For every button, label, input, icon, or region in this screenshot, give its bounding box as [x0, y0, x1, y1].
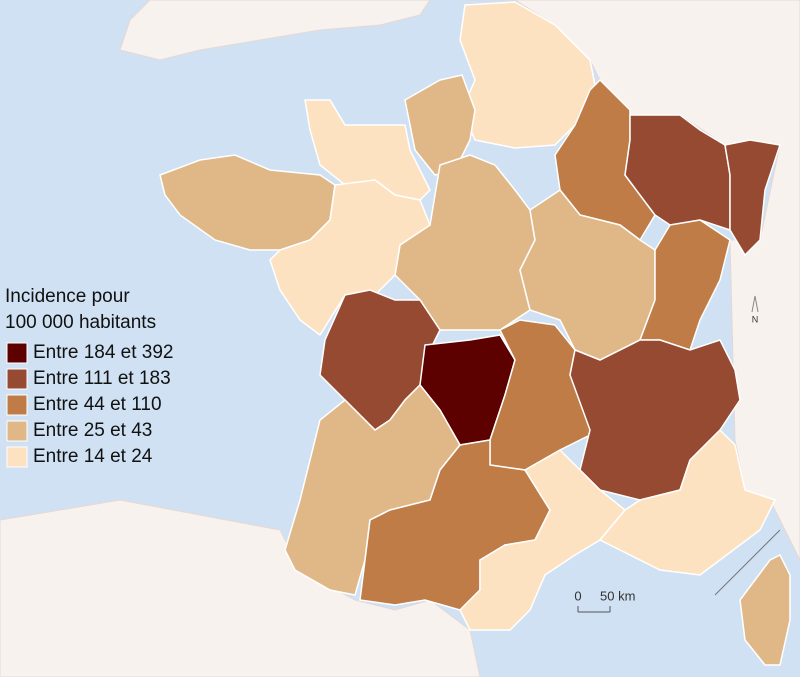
legend-title: Incidence pour	[5, 286, 130, 307]
scale-distance: 50 km	[600, 588, 635, 603]
legend-title: 100 000 habitants	[5, 312, 156, 333]
region	[404, 74, 476, 176]
legend-swatch	[6, 420, 28, 442]
legend-swatch	[6, 446, 28, 468]
legend-swatch	[6, 368, 28, 390]
legend-label: Entre 111 et 183	[33, 368, 171, 389]
region	[459, 1, 596, 149]
north-label: N	[752, 314, 759, 324]
legend-swatch	[6, 342, 28, 364]
uk-land	[119, 0, 431, 61]
legend: Incidence pour 100 000 habitants Entre 184…	[5, 286, 174, 468]
legend-label: Entre 25 et 43	[33, 420, 152, 441]
region	[489, 319, 602, 471]
legend-label: Entre 14 et 24	[33, 446, 153, 467]
region	[459, 449, 627, 631]
regions	[159, 1, 791, 666]
region	[724, 139, 781, 257]
region	[638, 219, 731, 351]
legend-label: Entre 184 et 392	[33, 342, 174, 363]
scale-zero: 0	[574, 588, 581, 603]
inset-divider	[714, 529, 781, 596]
region	[739, 553, 791, 666]
spain-land	[0, 499, 481, 677]
legend-swatch	[6, 394, 28, 416]
region	[624, 114, 731, 232]
legend-label: Entre 44 et 110	[33, 394, 162, 415]
region	[598, 428, 777, 576]
north-arrow	[751, 295, 759, 313]
